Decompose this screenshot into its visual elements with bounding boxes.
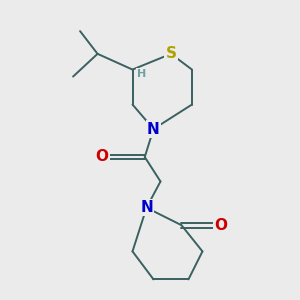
Text: N: N: [140, 200, 153, 215]
Text: H: H: [136, 69, 146, 79]
Text: O: O: [96, 149, 109, 164]
Text: N: N: [147, 122, 160, 136]
Text: S: S: [166, 46, 176, 61]
Text: O: O: [214, 218, 227, 233]
